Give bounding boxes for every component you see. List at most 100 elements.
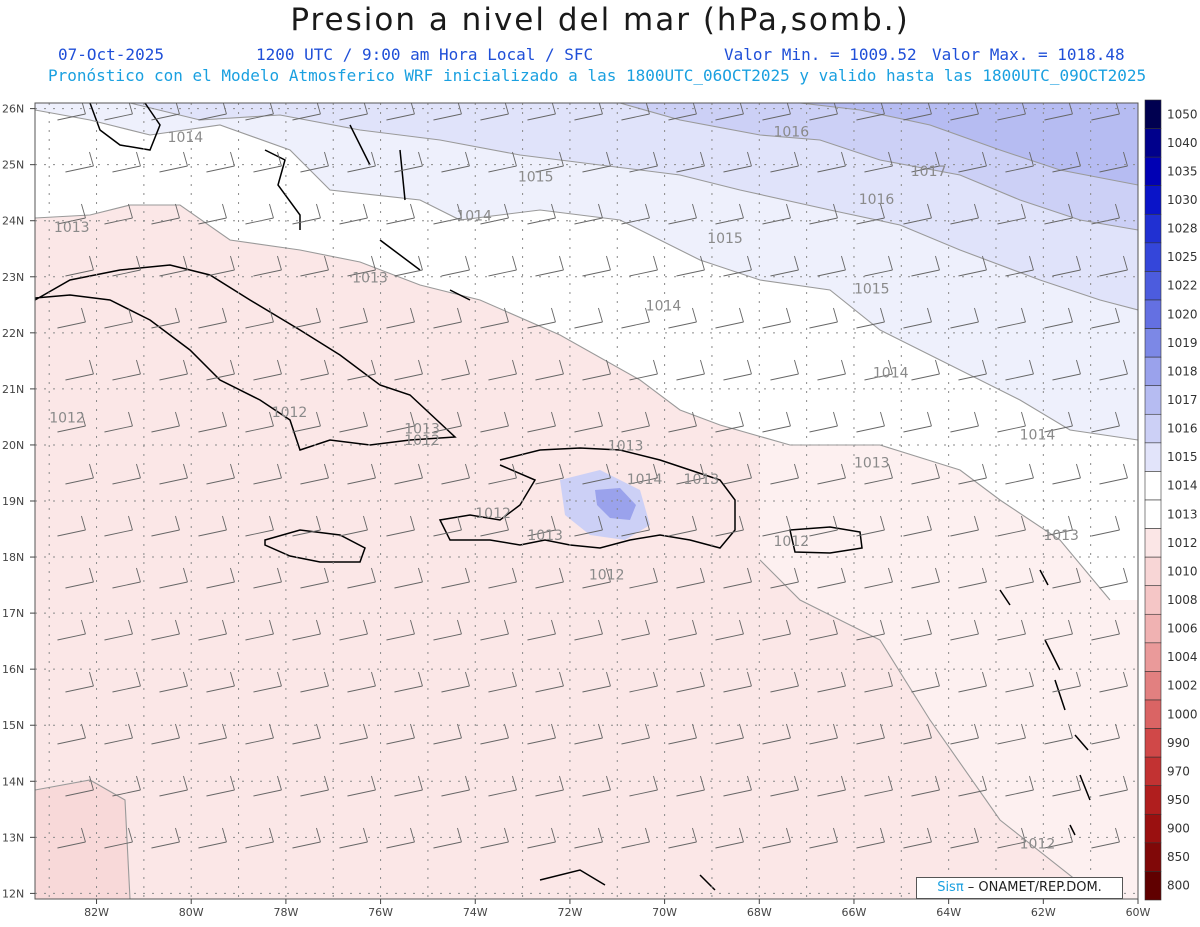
wind-barb [159,671,188,693]
wind-barb [1099,255,1128,277]
wind-barb [151,515,180,537]
wind-barb [1044,619,1073,641]
wind-barb [527,619,556,641]
wind-barb [856,723,885,745]
wind-barb [151,307,180,329]
wind-barb [723,775,752,797]
wind-barb [433,307,462,329]
wind-barb [441,359,470,381]
wind-barb [762,307,791,329]
wind-barb [723,255,752,277]
lat-label: 22N [2,327,24,340]
sis-logo-text: Sisπ [937,880,964,895]
colorbar-swatch [1144,328,1162,358]
lat-label: 12N [2,887,24,900]
wind-barb [292,619,321,641]
graticule [35,103,1139,899]
wind-barb [582,463,611,485]
colorbar-swatch [1144,699,1162,729]
wind-barb [394,567,423,589]
wind-barb [950,203,979,225]
isobars [35,103,1138,899]
wind-barb [715,411,744,433]
isobar-1013 [35,109,1138,441]
wind-barb [480,307,509,329]
wind-barb [856,515,885,537]
wind-barb [151,827,180,849]
wind-barb [339,515,368,537]
colorbar-level-label: 1016 [1167,422,1198,436]
wind-barb [903,723,932,745]
lat-label: 24N [2,215,24,228]
wind-barb [104,515,133,537]
wind-barb [527,203,556,225]
wind-barb [770,567,799,589]
time-info: 1200 UTC / 9:00 am Hora Local / SFC [256,45,594,64]
bahamas-islands [264,124,471,301]
wind-barb [488,359,517,381]
wind-barb [950,103,979,121]
lat-label: 18N [2,551,24,564]
wind-barb [1091,203,1120,225]
colorbar-swatch [1144,185,1162,215]
wind-barb [347,567,376,589]
wind-barb [903,103,932,121]
wind-barb [1005,359,1034,381]
colorbar-swatch [1144,556,1162,587]
wind-barb [488,567,517,589]
wind-barb [958,567,987,589]
wind-barb [253,775,282,797]
wind-barb [621,307,650,329]
wind-barb [65,775,94,797]
wind-barb [1044,515,1073,537]
wind-barb [206,671,235,693]
wind-barb [958,671,987,693]
wind-barb [762,103,791,121]
wind-barb [1044,827,1073,849]
lon-label: 62W [1031,906,1056,919]
wind-barb [770,255,799,277]
isobar-label: 1017 [911,164,947,180]
isobar-label: 1013 [608,439,644,455]
wind-barb [198,203,227,225]
colorbar-swatch [1144,442,1162,472]
isobar-label: 1013 [527,528,563,544]
colorbar-swatch [1144,128,1162,158]
colorbar-level-label: 1020 [1167,307,1198,321]
wind-barb [856,203,885,225]
colorbar-level-label: 1028 [1167,222,1198,236]
wind-barb [433,827,462,849]
wind-barb [347,151,376,173]
wind-barb [1091,307,1120,329]
wind-barb [762,827,791,849]
wind-barb [676,255,705,277]
wind-barb [715,515,744,537]
wind-barb [292,827,321,849]
colorbar-level-label: 1025 [1167,250,1198,264]
wind-barb [582,567,611,589]
wind-barb [958,359,987,381]
colorbar-swatch [1144,728,1162,758]
wind-barb [911,671,940,693]
wind-barb [206,255,235,277]
isobar-label: 1013 [54,220,90,236]
wind-barb [715,103,744,121]
wind-barb [253,255,282,277]
colorbar-level-label: 1004 [1167,650,1198,664]
wind-barb [911,463,940,485]
colorbar-level-label: 1018 [1167,364,1198,378]
colorbar-level-label: 1030 [1167,193,1198,207]
wind-barb [300,255,329,277]
wind-barb [715,723,744,745]
wind-barb [386,203,415,225]
wind-barb [864,359,893,381]
wind-barb [527,827,556,849]
wind-barb [1005,775,1034,797]
forecast-info: Pronóstico con el Modelo Atmosferico WRF… [48,66,1147,85]
wind-barb [621,723,650,745]
wind-barb [621,619,650,641]
isobar-1012 [35,204,1111,601]
wind-barb [245,307,274,329]
lat-label: 21N [2,383,24,396]
wind-barb [997,203,1026,225]
